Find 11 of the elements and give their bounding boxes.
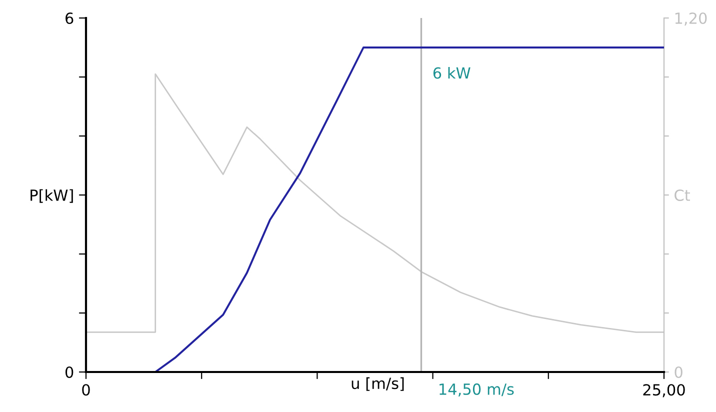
line-series bbox=[154, 46, 664, 372]
y2-tick-label: 1,20 bbox=[675, 12, 707, 26]
y-tick-label: P[kW] bbox=[30, 189, 73, 203]
y-tick-label: 6 bbox=[66, 12, 74, 24]
ref-line-label: 14,50 m/s bbox=[440, 383, 514, 396]
x-tick-label: 25,00 bbox=[643, 384, 685, 398]
x-axis-title: u [m/s] bbox=[352, 377, 404, 391]
annotation: 6 kW bbox=[433, 66, 470, 79]
y2-tick-label: 0 bbox=[674, 366, 682, 378]
y2-tick-label: Ct bbox=[674, 189, 690, 202]
y-tick-label: 0 bbox=[65, 366, 74, 378]
